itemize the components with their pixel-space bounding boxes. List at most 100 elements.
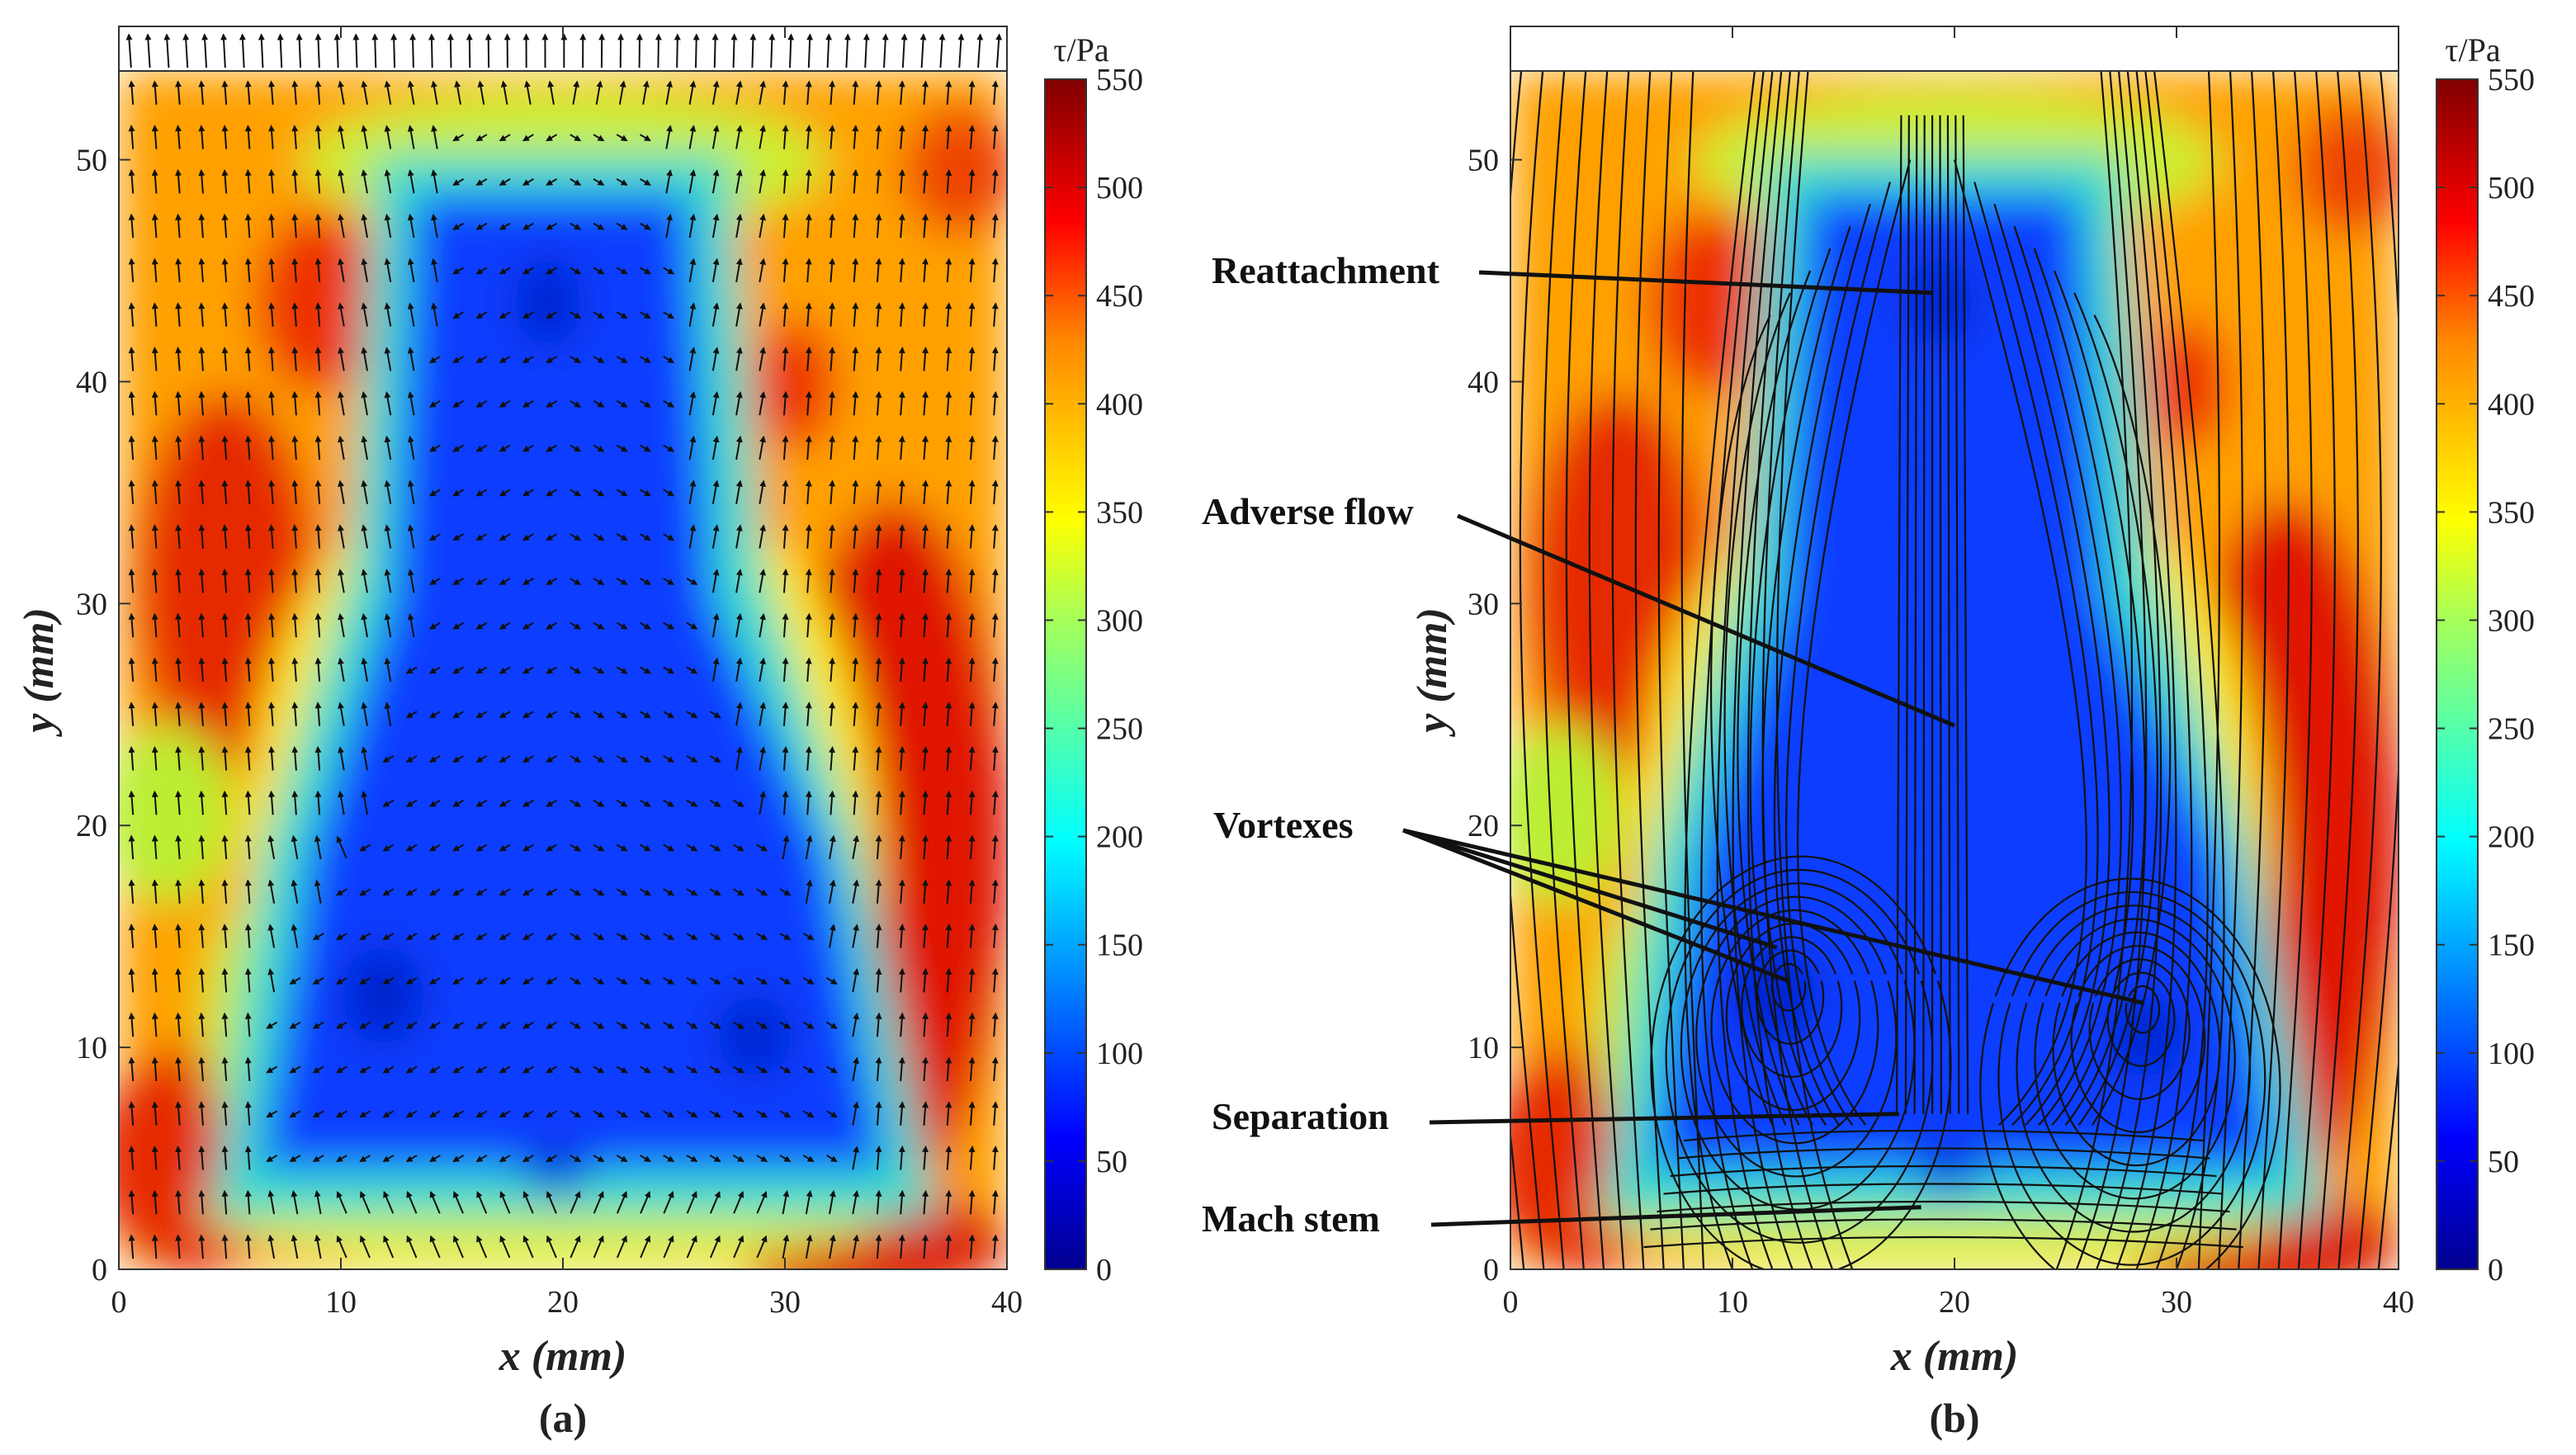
velocity-vector [829, 346, 836, 371]
velocity-vector [593, 1155, 605, 1163]
velocity-vector [221, 257, 229, 283]
velocity-vector [128, 1101, 135, 1126]
velocity-vector [759, 479, 767, 504]
velocity-vector [198, 302, 206, 327]
velocity-vector [898, 435, 905, 461]
velocity-vector [244, 125, 252, 149]
velocity-vector [759, 257, 767, 282]
velocity-vector [407, 80, 415, 105]
velocity-vector [686, 1110, 698, 1118]
velocity-vector [175, 1101, 182, 1126]
velocity-vector [499, 799, 511, 807]
streamlines [1510, 71, 2399, 1269]
streamline [2013, 225, 2122, 1126]
velocity-vector [945, 1056, 952, 1082]
velocity-vector [361, 524, 368, 549]
velocity-vector [711, 657, 720, 682]
streamline [1962, 115, 1969, 1114]
velocity-vector [452, 533, 465, 541]
x-tick-label: 0 [1503, 1285, 1519, 1320]
velocity-vector [198, 702, 206, 726]
velocity-vector [428, 621, 441, 630]
velocity-vector [175, 1012, 182, 1037]
velocity-vector [338, 257, 345, 282]
velocity-vector [452, 799, 465, 807]
velocity-vector [686, 577, 698, 585]
velocity-vector [782, 1189, 790, 1215]
velocity-vector [407, 435, 415, 461]
velocity-vector [475, 976, 488, 985]
velocity-vector [407, 612, 415, 638]
velocity-vector [499, 311, 511, 319]
velocity-vector [428, 799, 441, 807]
velocity-vector [991, 125, 999, 149]
velocity-vector [291, 834, 299, 860]
velocity-vector [829, 568, 836, 593]
velocity-vector [805, 125, 812, 149]
velocity-vector [244, 80, 252, 105]
velocity-vector [852, 257, 859, 283]
velocity-vector [968, 745, 976, 771]
streamline [1922, 115, 1926, 1114]
velocity-vector [475, 1065, 488, 1074]
velocity-vector [922, 213, 929, 239]
velocity-vector [922, 479, 929, 504]
velocity-vector [522, 222, 534, 230]
velocity-vector [968, 479, 976, 504]
velocity-vector [407, 479, 415, 504]
colorbar-tick-label: 550 [2488, 63, 2535, 97]
velocity-vector [616, 711, 628, 719]
velocity-vector [898, 524, 905, 549]
velocity-vector [546, 1155, 558, 1163]
velocity-vector [522, 134, 534, 142]
velocity-vector [945, 479, 952, 504]
velocity-vector [922, 834, 929, 860]
velocity-vector [593, 621, 605, 630]
velocity-vector [291, 435, 299, 461]
velocity-vector [151, 1101, 158, 1126]
velocity-vector [268, 257, 276, 283]
velocity-vector [898, 80, 905, 105]
velocity-vector [452, 621, 465, 630]
velocity-vector [314, 879, 322, 904]
velocity-vector [221, 1189, 229, 1215]
colorbar-a [1044, 78, 1087, 1270]
velocity-vector [335, 1065, 347, 1074]
velocity-vector [382, 888, 395, 896]
streamline [2075, 71, 2148, 1269]
velocity-vector [244, 924, 252, 948]
velocity-vector [546, 888, 558, 896]
velocity-vector [407, 569, 415, 593]
velocity-vector [663, 399, 675, 408]
velocity-vector [922, 1234, 929, 1259]
annotation-leader [1429, 1112, 1899, 1125]
velocity-vector [829, 390, 836, 416]
velocity-vector [852, 1146, 860, 1170]
velocity-vector [335, 1155, 347, 1163]
velocity-vector [616, 1235, 627, 1259]
velocity-vector [593, 444, 605, 452]
velocity-vector [198, 80, 206, 105]
velocity-vector [616, 134, 628, 142]
colorbar-ticks-a: 0 50 100 150 200 250 300 350 400 450 500 550 [1045, 63, 1143, 1287]
velocity-vector [428, 711, 441, 719]
velocity-vector [782, 568, 789, 593]
velocity-vector [779, 1021, 792, 1029]
velocity-vector [198, 745, 206, 771]
velocity-vector [314, 745, 322, 771]
velocity-vector [922, 1012, 929, 1037]
velocity-vector [338, 435, 345, 461]
velocity-vector [898, 168, 905, 194]
velocity-vector [782, 479, 789, 504]
axis-ticks-b: 0 10 20 30 40 0 10 20 30 40 50 [1468, 26, 2414, 1320]
velocity-vector [128, 924, 135, 948]
velocity-vector [151, 657, 158, 683]
velocity-vector [452, 177, 465, 186]
streamline [1657, 1200, 2230, 1213]
velocity-vector [128, 834, 135, 860]
colorbar-tick-label: 0 [2488, 1253, 2503, 1287]
velocity-vector [640, 1021, 651, 1029]
velocity-vector [291, 745, 299, 771]
velocity-vector [522, 711, 534, 719]
velocity-vector [968, 1189, 976, 1215]
